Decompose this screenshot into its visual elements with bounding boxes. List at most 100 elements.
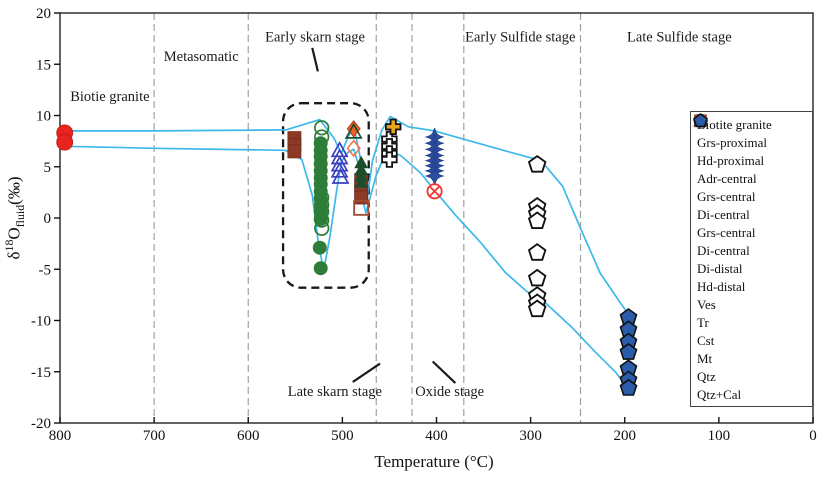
y-tick-label: 0 bbox=[44, 211, 52, 227]
annotation-biotie-granite: Biotie granite bbox=[70, 89, 149, 105]
legend-label: Hd-proximal bbox=[697, 152, 765, 168]
annotation-pointer-early-skarn-stage bbox=[311, 47, 319, 72]
legend-label: Tr bbox=[697, 314, 709, 330]
marker-qtz-cal bbox=[693, 113, 708, 127]
legend-item-hd-distal-9: Hd-distal bbox=[694, 115, 812, 295]
series-cst bbox=[424, 127, 445, 186]
legend-item-biotite-granite-0: Biotite granite bbox=[693, 114, 812, 133]
x-tick-label: 300 bbox=[519, 428, 542, 444]
marker-tr bbox=[385, 118, 402, 136]
series-di-central bbox=[346, 139, 361, 158]
y-title-sub: fluid bbox=[13, 204, 28, 228]
legend-label: Mt bbox=[697, 350, 713, 366]
legend-item-di-central-5: Di-central bbox=[693, 113, 812, 223]
x-axis-title: Temperature (°C) bbox=[374, 452, 494, 471]
marker-di-central bbox=[346, 139, 361, 158]
marker-mt bbox=[426, 183, 443, 200]
marker-grs-central bbox=[314, 220, 330, 236]
marker-grs-central bbox=[346, 119, 361, 138]
marker-grs-central bbox=[314, 204, 330, 220]
data-series bbox=[56, 118, 638, 396]
series-ves bbox=[381, 130, 398, 168]
early-skarn-outline bbox=[281, 102, 370, 289]
annotation-late-skarn-stage: Late skarn stage bbox=[288, 384, 382, 400]
annotation-early-sulfide-stage: Early Sulfide stage bbox=[465, 30, 575, 46]
series-hd-proximal bbox=[353, 199, 370, 216]
legend-label: Hd-distal bbox=[697, 278, 746, 294]
marker-ves bbox=[381, 151, 398, 168]
stage-gridlines bbox=[153, 13, 582, 423]
legend-item-adr-central-3: Adr-central bbox=[694, 115, 812, 187]
y-title-delta: δ bbox=[4, 251, 24, 260]
annotation-late-sulfide-stage: Late Sulfide stage bbox=[627, 30, 732, 46]
marker-adr-central bbox=[312, 240, 327, 255]
marker-biotite-granite bbox=[56, 133, 74, 151]
annotation-oxide-stage: Oxide stage bbox=[415, 384, 484, 400]
x-tick-label: 400 bbox=[425, 428, 448, 444]
x-axis: 800 700 600 500 400 300 200 100 0 bbox=[49, 417, 817, 444]
annotation-metasomatic: Metasomatic bbox=[164, 49, 239, 65]
series-mt bbox=[426, 183, 443, 200]
legend-item-tr-11: Tr bbox=[693, 114, 812, 331]
x-tick-label: 500 bbox=[331, 428, 354, 444]
marker-qtz bbox=[527, 268, 547, 287]
legend-item-grs-central-4: Grs-central bbox=[694, 114, 812, 205]
marker-qtz bbox=[527, 243, 547, 261]
series-qtz bbox=[527, 154, 547, 318]
y-tick-label: 20 bbox=[36, 6, 51, 22]
y-tick-label: 5 bbox=[44, 160, 52, 176]
marker-grs-proximal bbox=[287, 144, 302, 159]
annotation-pointer-late-skarn-stage bbox=[352, 362, 381, 383]
marker-grs-central bbox=[314, 197, 330, 213]
legend-item-di-distal-8: Di-distal bbox=[693, 113, 812, 277]
x-tick-label: 200 bbox=[614, 428, 637, 444]
annotation-early-skarn-stage: Early skarn stage bbox=[265, 30, 365, 46]
x-tick-label: 100 bbox=[708, 428, 731, 444]
legend-label: Di-central bbox=[697, 206, 750, 222]
legend-label: Di-central bbox=[697, 242, 750, 258]
y-tick-label: 10 bbox=[36, 109, 51, 125]
marker-hd-distal bbox=[354, 175, 369, 188]
legend-label: Qtz+Cal bbox=[697, 386, 742, 402]
series-di-distal bbox=[344, 122, 363, 139]
marker-di-central bbox=[330, 161, 349, 178]
series-tr bbox=[385, 118, 402, 136]
series-adr-central bbox=[312, 136, 328, 276]
annotation-pointer-oxide-stage bbox=[431, 360, 457, 384]
marker-hd-distal bbox=[354, 155, 369, 169]
x-tick-label: 0 bbox=[809, 428, 817, 444]
marker-qtz-cal bbox=[619, 378, 638, 396]
stage-annotations: Biotie granite Metasomatic Early skarn sta… bbox=[70, 30, 731, 401]
upper-envelope bbox=[64, 115, 630, 316]
marker-adr-central bbox=[313, 261, 328, 276]
legend-label: Cst bbox=[697, 332, 715, 348]
legend-label: Di-distal bbox=[697, 260, 743, 276]
series-biotite-granite bbox=[56, 124, 74, 151]
legend-label: Grs-central bbox=[697, 188, 756, 204]
legend-label: Grs-central bbox=[697, 224, 756, 240]
marker-qtz bbox=[527, 154, 547, 173]
legend-label: Grs-proximal bbox=[697, 134, 768, 150]
marker-qtz-cal bbox=[619, 342, 638, 360]
marker-qtz bbox=[527, 211, 547, 229]
legend-label: Adr-central bbox=[697, 170, 757, 186]
y-tick-label: -20 bbox=[31, 416, 51, 432]
marker-qtz bbox=[527, 299, 547, 318]
legend-label: Biotite granite bbox=[697, 116, 772, 132]
series-qtz-cal bbox=[619, 308, 638, 396]
y-tick-label: -5 bbox=[39, 262, 52, 278]
legend-item-qtz-cal-15: Qtz+Cal bbox=[693, 113, 812, 403]
marker-hd-proximal bbox=[353, 199, 370, 216]
marker-grs-central bbox=[314, 212, 330, 228]
marker-grs-central bbox=[314, 129, 330, 145]
legend-item-grs-proximal-1: Grs-proximal bbox=[694, 115, 812, 151]
marker-di-distal bbox=[344, 122, 363, 139]
legend-item-mt-13: Mt bbox=[694, 114, 812, 367]
y-tick-label: -15 bbox=[31, 365, 51, 381]
legend: Biotite granite Grs-proximal Hd-proximal Ad… bbox=[690, 111, 813, 407]
x-tick-label: 700 bbox=[143, 428, 166, 444]
y-title-sup: 18 bbox=[1, 239, 16, 252]
x-tick-label: 600 bbox=[237, 428, 260, 444]
